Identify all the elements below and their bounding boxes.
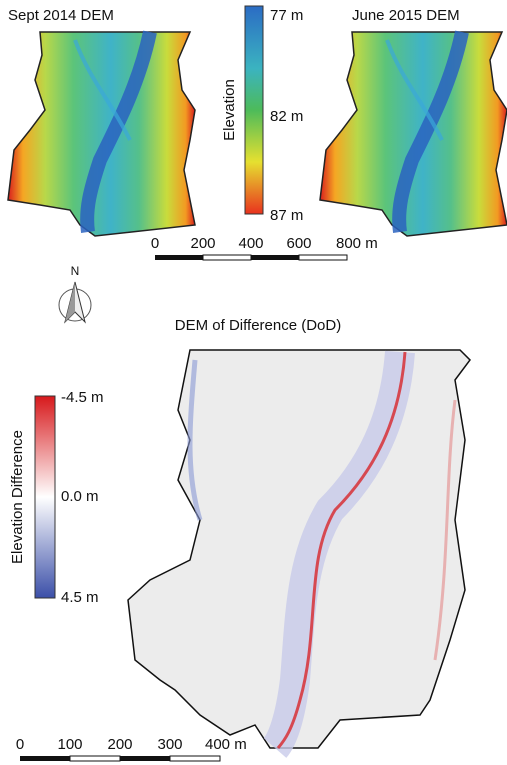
- scale-label: 800 m: [336, 235, 378, 252]
- legend-title: Elevation Difference: [9, 430, 26, 564]
- scale-label: 200: [190, 235, 215, 252]
- color-bar: [245, 6, 263, 214]
- legend-label: 87 m: [270, 207, 303, 224]
- legend-label: 82 m: [270, 108, 303, 125]
- map-title: Sept 2014 DEM: [8, 7, 114, 24]
- map-title: DEM of Difference (DoD): [175, 317, 341, 334]
- north-arrow: [59, 282, 91, 322]
- scale-label: 600: [286, 235, 311, 252]
- dod-map: [128, 350, 470, 748]
- legend-label: 0.0 m: [61, 488, 99, 505]
- figure: Sept 2014 DEM June 2015 DEM Elevation 77…: [0, 0, 507, 765]
- scale-label: 100: [57, 736, 82, 753]
- map-title: June 2015 DEM: [352, 7, 460, 24]
- scale-label: 0: [151, 235, 159, 252]
- dem-map: [320, 32, 507, 236]
- scale-label: 400: [238, 235, 263, 252]
- dem-map: [8, 32, 195, 236]
- scale-label: 300: [157, 736, 182, 753]
- legend-label: 4.5 m: [61, 589, 99, 606]
- north-label: N: [71, 264, 80, 278]
- scale-label: 400 m: [205, 736, 247, 753]
- scale-bar: [155, 255, 347, 260]
- scale-bar: [20, 756, 220, 761]
- legend-title: Elevation: [221, 79, 238, 141]
- scale-label: 0: [16, 736, 24, 753]
- scale-label: 200: [107, 736, 132, 753]
- legend-label: 77 m: [270, 7, 303, 24]
- color-bar: [35, 396, 55, 598]
- legend-label: -4.5 m: [61, 389, 104, 406]
